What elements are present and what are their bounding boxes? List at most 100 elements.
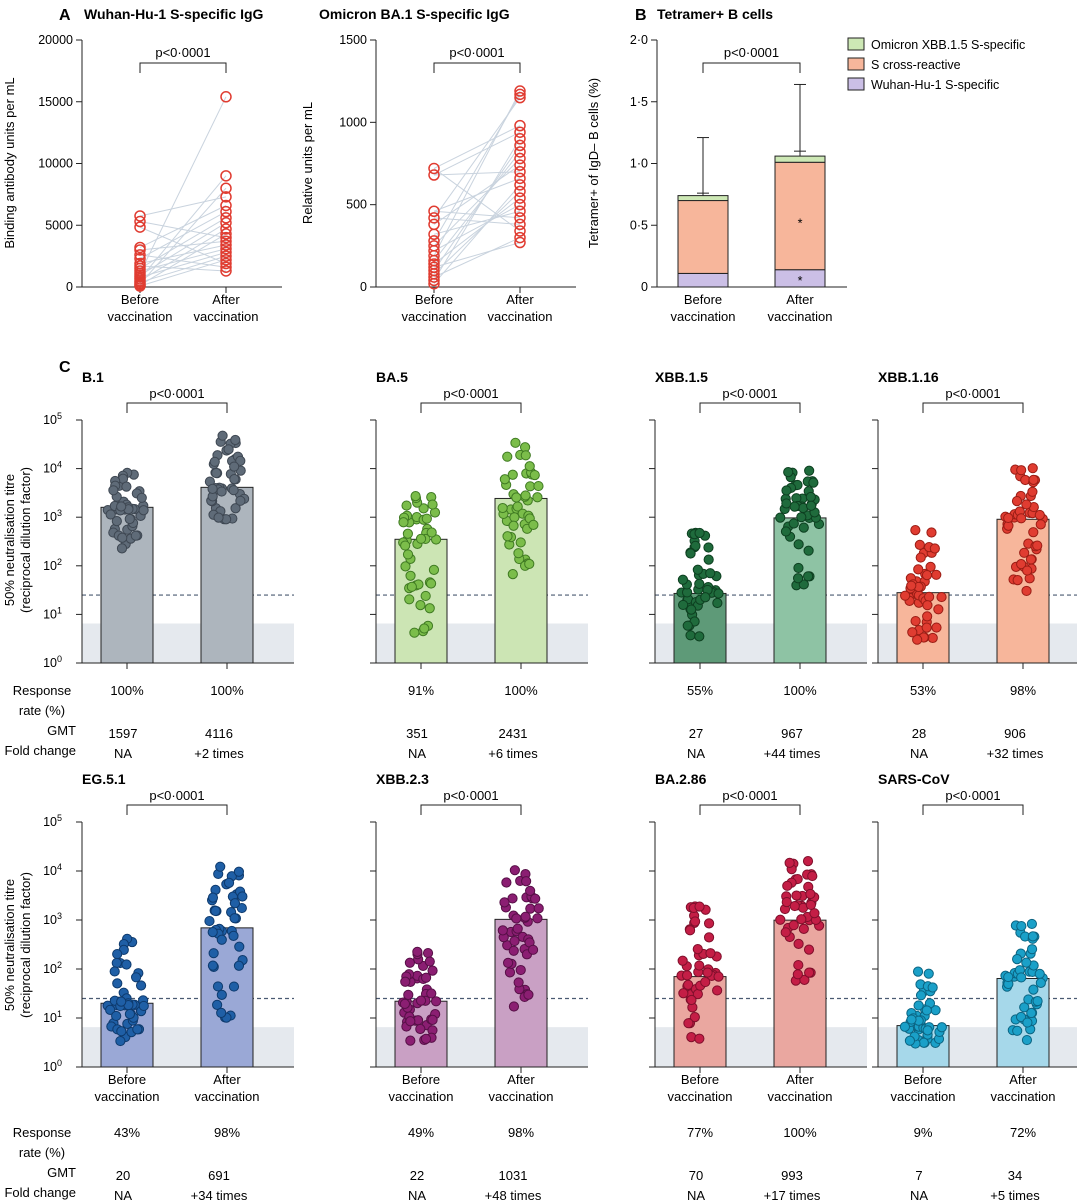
response-row-label: Response [13, 1125, 72, 1140]
BA.2.86-data-point [809, 908, 820, 919]
SARS-CoV-data-point [1034, 968, 1045, 979]
after-point [514, 126, 526, 138]
BA.2.86-data-point [792, 969, 803, 980]
B.1-fold-after: +2 times [194, 746, 244, 761]
A2-ytick-label: 0 [360, 280, 367, 294]
B.1-data-point [230, 503, 241, 514]
XBB.1.5-data-point [798, 522, 809, 533]
BA.5-bracket [420, 402, 522, 413]
EG.5.1-xlabel: After [213, 1072, 241, 1087]
B.1-data-point [111, 515, 122, 527]
after-point [220, 235, 232, 248]
BA.2.86-data-point [789, 900, 800, 912]
XBB.1.5-data-point [685, 548, 696, 559]
B.1-data-point [235, 495, 246, 506]
BA.5-data-point [410, 490, 421, 502]
A1-pvalue: p<0·0001 [155, 45, 210, 60]
XBB.1.16-fold-before: NA [910, 746, 928, 761]
SARS-CoV-xlabel: vaccination [990, 1089, 1055, 1104]
SARS-CoV-data-point [923, 968, 934, 979]
XBB.2.3-data-point [412, 946, 423, 957]
XBB.1.5-data-point [775, 512, 786, 523]
BA.5-data-point [402, 549, 414, 560]
BA.5-data-point [400, 540, 411, 551]
BA.2.86-data-point [713, 971, 724, 982]
EG.5.1-data-point [109, 966, 120, 977]
XBB.1.16-title: XBB.1.16 [878, 369, 939, 385]
after-point [220, 182, 232, 194]
BA.2.86-data-point [802, 856, 814, 867]
legend-label: Omicron XBB.1.5 S-specific [871, 38, 1025, 52]
XBB.1.5-title: XBB.1.5 [655, 369, 708, 385]
XBB.1.16-data-point [933, 604, 944, 615]
BA.5-data-point [404, 594, 415, 605]
BA.5-title: BA.5 [376, 369, 408, 385]
after-point [220, 199, 232, 212]
pair-line [139, 205, 227, 248]
B-ytick-label: 1·0 [630, 157, 648, 171]
ytick-exponent: 0 [57, 654, 62, 664]
BA.5-data-point [420, 590, 431, 602]
ytick-label: 104 [43, 862, 62, 878]
SARS-CoV-data-point [906, 1014, 917, 1025]
neutralisation-ylabel: 50% neutralisation titre [2, 879, 17, 1011]
XBB.1.5-data-point [804, 465, 815, 476]
XBB.2.3-data-point [508, 1001, 520, 1012]
EG.5.1-data-point [233, 960, 245, 971]
B-bracket [702, 62, 801, 73]
before-point [428, 274, 440, 287]
SARS-CoV-data-point [1016, 972, 1027, 983]
ytick-label: 103 [43, 508, 62, 524]
XBB.2.3-data-point [525, 885, 536, 896]
XBB.1.16-data-point [936, 591, 947, 603]
fold-row-label: Fold change [4, 743, 76, 758]
EG.5.1-response-after: 98% [214, 1125, 240, 1140]
SARS-CoV-data-point [936, 1022, 947, 1033]
BA.2.86-data-point [703, 918, 715, 929]
SARS-CoV-gmt-before: 7 [915, 1168, 922, 1183]
XBB.1.16-data-point [1035, 519, 1046, 530]
BA.2.86-data-point [686, 994, 697, 1006]
B-ylabel: Tetramer+ of IgD– B cells (%) [586, 78, 601, 248]
after-point [514, 231, 526, 244]
pair-line [139, 217, 227, 269]
after-point [220, 223, 232, 235]
SARS-CoV-data-point [899, 1021, 911, 1032]
BA.2.86-data-point [796, 914, 807, 925]
B.1-data-point [207, 483, 218, 494]
B-xlabel: vaccination [670, 309, 735, 324]
XBB.1.5-data-point [780, 526, 792, 537]
SARS-CoV-fold-after: +5 times [990, 1188, 1040, 1200]
BA.2.86-data-point [803, 944, 815, 955]
B.1-gmt-after: 4116 [205, 726, 233, 741]
EG.5.1-data-point [229, 913, 240, 924]
A2-bracket [433, 62, 521, 73]
XBB.1.16-data-point [921, 622, 932, 633]
XBB.1.16-data-point [931, 622, 942, 633]
XBB.2.3-data-point [502, 957, 514, 969]
XBB.1.16-data-point [914, 539, 925, 550]
BA.2.86-data-point [788, 920, 799, 931]
B.1-data-point [213, 512, 224, 523]
BA.5-response-after: 100% [504, 683, 538, 698]
B.1-data-point [230, 434, 241, 446]
XBB.1.16-data-point [1027, 486, 1038, 497]
XBB.1.16-fold-after: +32 times [987, 746, 1044, 761]
XBB.1.16-response-before: 53% [910, 683, 936, 698]
pair-line [139, 228, 227, 282]
EG.5.1-data-point [116, 996, 127, 1007]
XBB.2.3-data-point [399, 998, 411, 1009]
A1-bracket [139, 62, 227, 73]
BA.2.86-fold-after: +17 times [764, 1188, 821, 1200]
EG.5.1-xlabel: Before [108, 1072, 146, 1087]
before-point [428, 162, 440, 175]
SARS-CoV-data-point [915, 990, 927, 1001]
XBB.1.16-gmt-after: 906 [1004, 726, 1026, 741]
EG.5.1-data-point [212, 999, 223, 1010]
B.1-response-after: 100% [210, 683, 244, 698]
XBB.1.5-data-point [694, 578, 705, 590]
pair-line [433, 177, 521, 212]
after-point [220, 246, 232, 259]
pair-line [433, 138, 521, 281]
EG.5.1-data-point [121, 959, 132, 970]
